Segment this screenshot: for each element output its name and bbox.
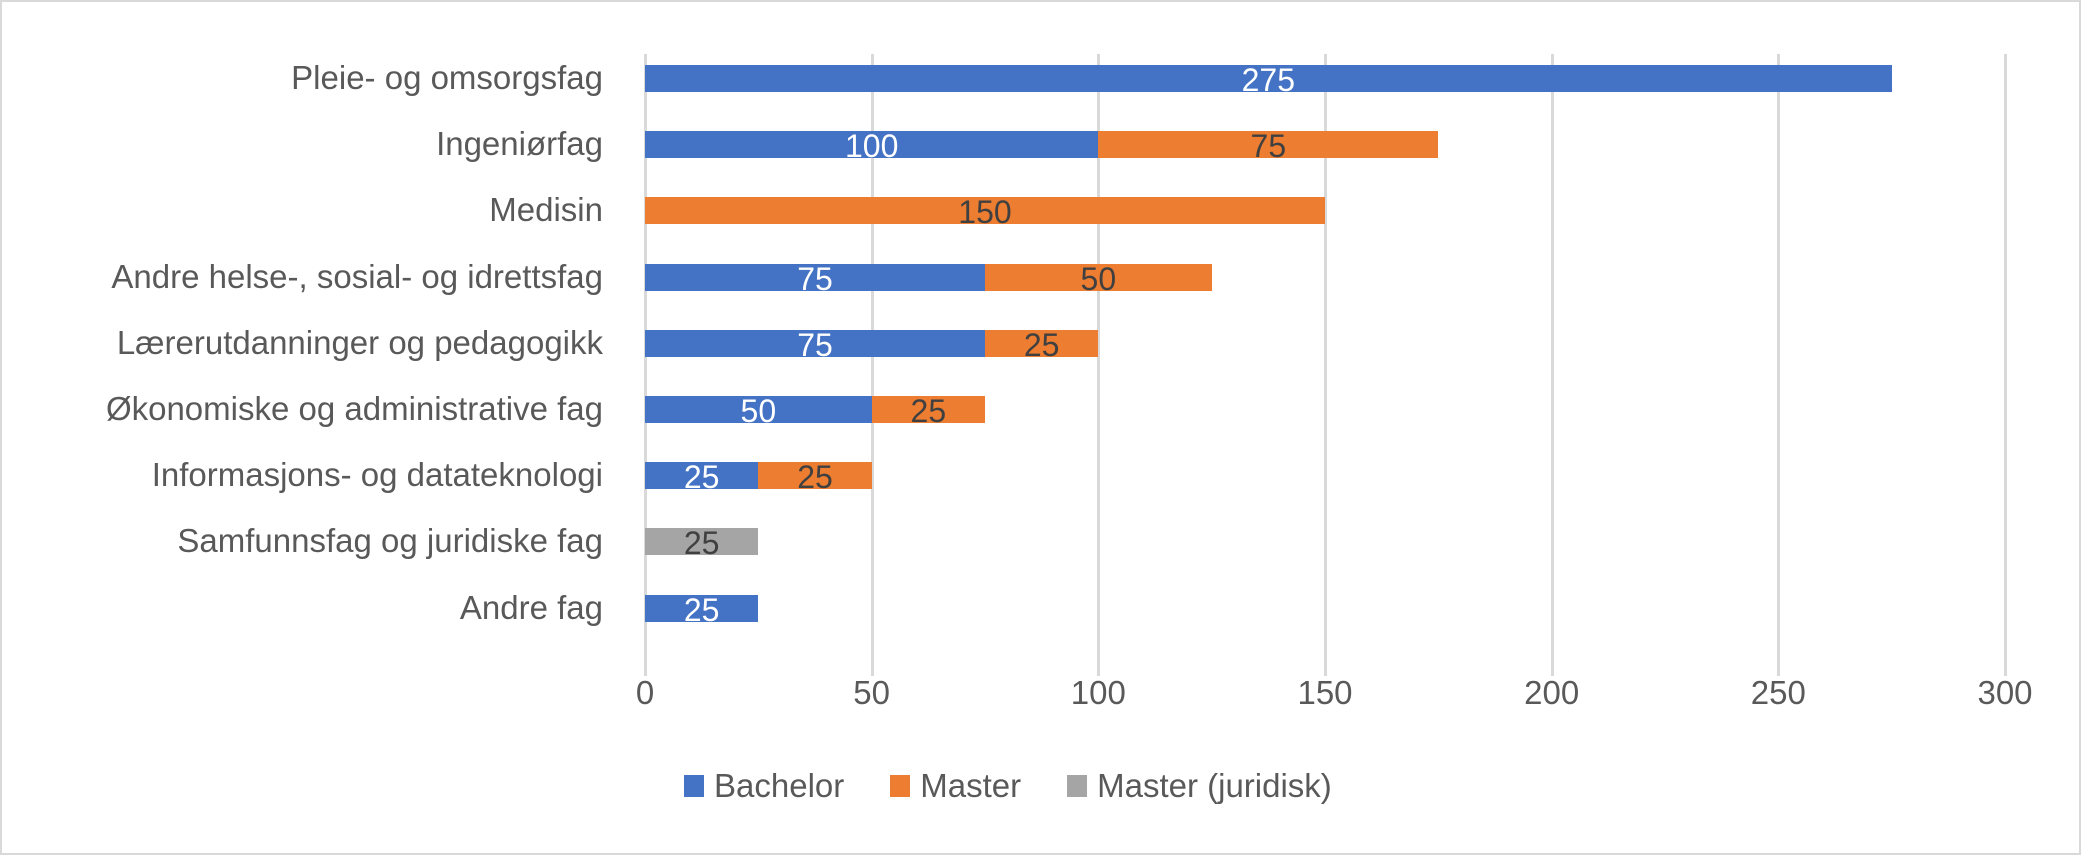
bar-segment[interactable]: 100 <box>645 128 1099 165</box>
legend-item[interactable]: Master <box>890 767 1021 805</box>
category-label: Økonomiske og administrative fag <box>105 390 603 427</box>
bar-segment[interactable]: 75 <box>1098 128 1439 165</box>
gridline <box>644 54 647 676</box>
gridline <box>1324 54 1327 676</box>
plot-area: 275 100 75 150 75 50 75 25 50 25 25 25 25 25 <box>644 54 2007 676</box>
data-label: 25 <box>797 459 833 496</box>
category-label: Medisin <box>489 191 603 229</box>
category-label: Pleie- og omsorgsfag <box>291 59 603 96</box>
legend-swatch-icon <box>684 775 704 797</box>
data-label: 25 <box>683 591 720 628</box>
category-label: Ingeniørfag <box>436 125 603 163</box>
legend-label: Bachelor <box>714 767 845 804</box>
x-tick-label: 0 <box>635 674 655 711</box>
bar-segment[interactable]: 50 <box>985 260 1212 297</box>
legend-item[interactable]: Master (juridisk) <box>1067 767 1332 805</box>
legend-swatch-icon <box>1067 775 1088 797</box>
x-tick-label: 50 <box>853 674 891 711</box>
x-tick-label: 100 <box>1070 674 1126 711</box>
bar-segment[interactable]: 25 <box>645 591 759 628</box>
bar-segment[interactable]: 25 <box>645 459 759 496</box>
bar-segment[interactable]: 25 <box>871 393 985 429</box>
data-label: 75 <box>797 326 833 363</box>
category-label: Samfunnsfag og juridiske fag <box>177 522 603 560</box>
category-label: Andre helse-, sosial- og idrettsfag <box>111 257 603 295</box>
data-label: 25 <box>1023 326 1060 363</box>
data-label: 75 <box>797 260 833 297</box>
data-label: 25 <box>683 459 720 496</box>
x-tick-label: 300 <box>1977 674 2033 711</box>
data-label: 25 <box>910 393 947 429</box>
bar-segment[interactable]: 275 <box>645 62 1892 98</box>
legend-swatch-icon <box>890 775 911 797</box>
data-label: 100 <box>844 128 899 165</box>
data-label: 25 <box>683 525 720 562</box>
bar-segment[interactable]: 150 <box>645 194 1325 231</box>
bar-segment[interactable]: 25 <box>758 459 872 496</box>
data-label: 75 <box>1250 128 1287 165</box>
x-tick-label: 200 <box>1524 674 1580 711</box>
x-tick-label: 150 <box>1297 674 1353 711</box>
gridline <box>2004 54 2007 676</box>
gridline <box>1777 54 1781 676</box>
data-label: 275 <box>1241 62 1296 98</box>
bar-segment[interactable]: 25 <box>985 326 1099 363</box>
bar-segment[interactable]: 50 <box>645 393 872 429</box>
legend-label: Master <box>920 767 1022 804</box>
bar-segment[interactable]: 75 <box>645 326 985 363</box>
x-tick-label: 250 <box>1750 674 1806 711</box>
bar-segment[interactable]: 75 <box>645 260 985 297</box>
category-label: Lærerutdanninger og pedagogikk <box>116 323 603 361</box>
gridline <box>1550 54 1554 676</box>
legend-label: Master (juridisk) <box>1097 767 1332 804</box>
gridline <box>1097 54 1101 676</box>
category-label: Informasjons- og datateknologi <box>151 456 603 494</box>
gridline <box>870 54 874 676</box>
data-label: 50 <box>1080 260 1117 297</box>
legend-item[interactable]: Bachelor <box>684 767 844 805</box>
data-label: 50 <box>740 393 777 429</box>
category-label: Andre fag <box>459 588 603 626</box>
data-label: 150 <box>958 194 1012 231</box>
bar-segment[interactable]: 25 <box>645 525 759 562</box>
legend: Bachelor Master Master (juridisk) <box>684 767 1332 805</box>
